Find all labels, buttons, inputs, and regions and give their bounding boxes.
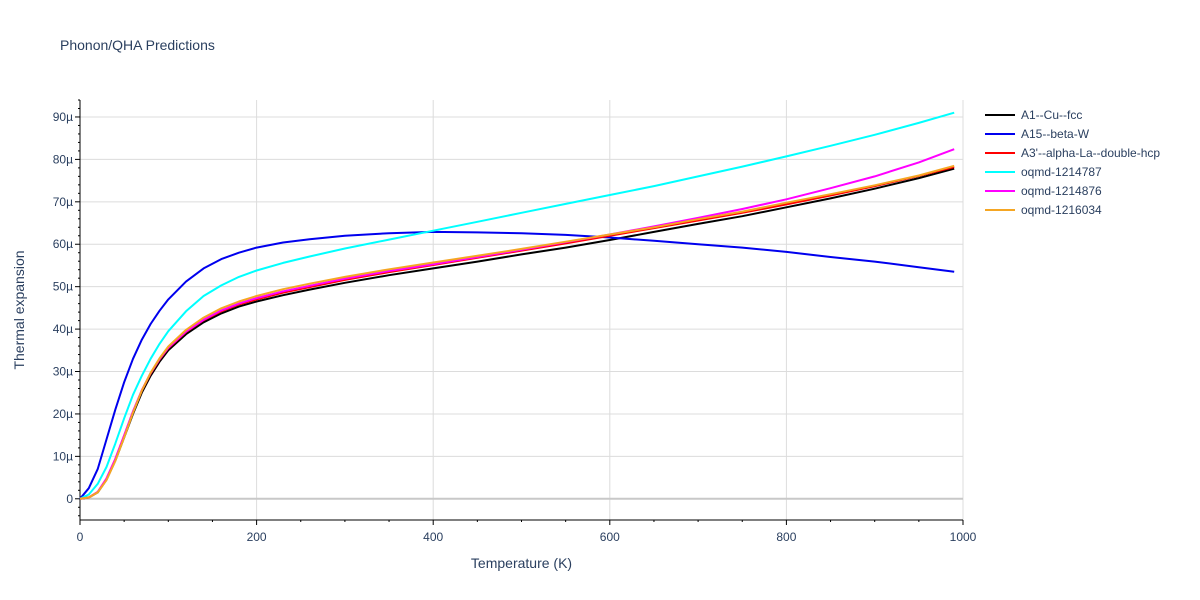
legend-item[interactable]: A15--beta-W [985,127,1090,141]
y-tick-label: 60µ [53,237,73,251]
legend-label: A15--beta-W [1021,127,1090,141]
y-axis-title: Thermal expansion [11,250,27,369]
x-tick-label: 400 [423,530,443,544]
y-tick-label: 80µ [53,152,73,166]
legend-item[interactable]: oqmd-1214876 [985,184,1102,198]
legend-label: A3'--alpha-La--double-hcp [1021,146,1160,160]
axes [75,99,964,525]
legend-item[interactable]: oqmd-1214787 [985,165,1102,179]
x-tick-label: 1000 [950,530,977,544]
tick-labels: 0 200 400 600 800 1000 0 10µ 20µ 30µ 40µ 50µ 60µ 70µ 8… [53,110,977,544]
legend-label: oqmd-1214787 [1021,165,1102,179]
legend-label: A1--Cu--fcc [1021,108,1082,122]
series-line-oqmd-1216034 [79,164,955,500]
x-tick-label: 0 [77,530,84,544]
x-tick-label: 200 [247,530,267,544]
series-line-a15-beta-w [79,230,955,500]
series-line-oqmd-1214787 [79,111,955,500]
legend[interactable]: A1--Cu--fcc A15--beta-W A3'--alpha-La--dou… [985,108,1160,217]
chart-title: Phonon/QHA Predictions [60,37,215,53]
series-lines [79,111,955,500]
y-tick-label: 10µ [53,449,73,463]
y-tick-label: 30µ [53,365,73,379]
x-tick-label: 800 [776,530,796,544]
x-axis-title: Temperature (K) [471,555,572,571]
x-tick-label: 600 [600,530,620,544]
y-tick-label: 90µ [53,110,73,124]
legend-label: oqmd-1214876 [1021,184,1102,198]
y-tick-label: 70µ [53,195,73,209]
y-tick-label: 20µ [53,407,73,421]
y-tick-label: 40µ [53,322,73,336]
legend-label: oqmd-1216034 [1021,203,1102,217]
y-tick-label: 50µ [53,280,73,294]
legend-item[interactable]: A3'--alpha-La--double-hcp [985,146,1160,160]
legend-item[interactable]: oqmd-1216034 [985,203,1102,217]
legend-item[interactable]: A1--Cu--fcc [985,108,1082,122]
y-tick-label: 0 [66,492,73,506]
